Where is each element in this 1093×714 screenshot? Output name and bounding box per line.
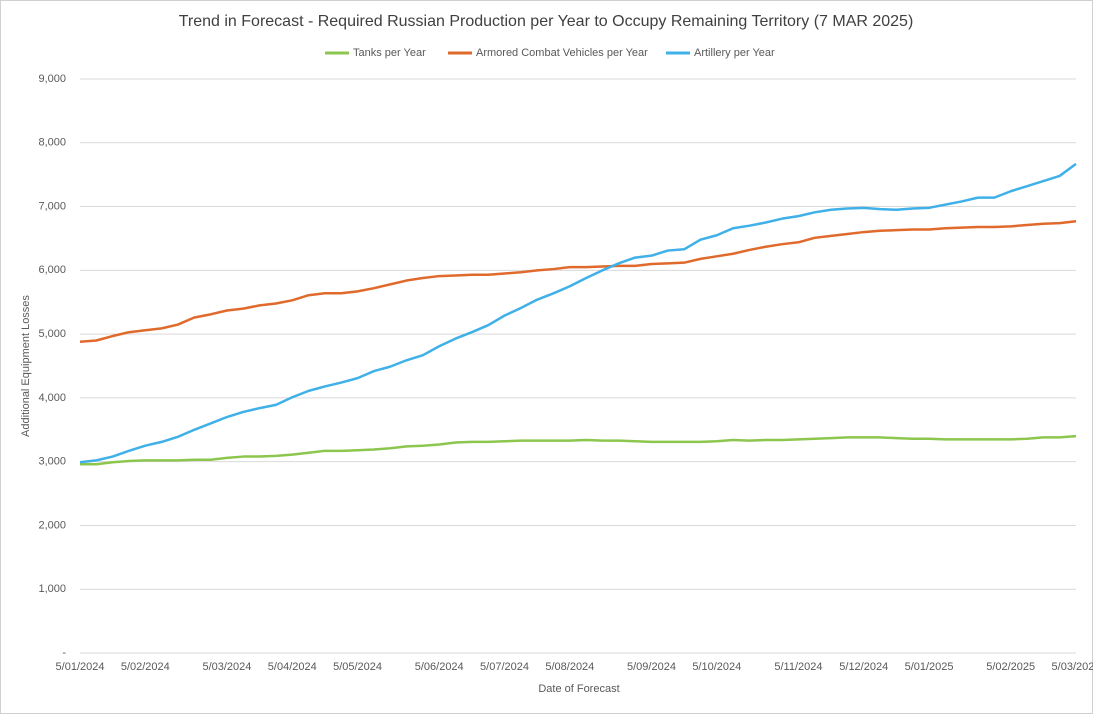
y-tick-label: 7,000: [38, 200, 66, 212]
legend-label: Artillery per Year: [694, 47, 775, 59]
x-axis-label: Date of Forecast: [538, 683, 619, 695]
x-tick-label: 5/11/2024: [774, 661, 822, 673]
x-tick-label: 5/06/2024: [415, 661, 464, 673]
x-tick-label: 5/03/2024: [202, 661, 251, 673]
x-tick-label: 5/10/2024: [692, 661, 741, 673]
x-tick-label: 5/01/2025: [905, 661, 954, 673]
y-tick-label: 5,000: [38, 328, 66, 340]
y-tick-label: 6,000: [38, 264, 66, 276]
x-tick-label: 5/05/2024: [333, 661, 382, 673]
legend-label: Armored Combat Vehicles per Year: [476, 47, 648, 59]
y-axis-label: Additional Equipment Losses: [20, 295, 32, 437]
x-tick-label: 5/08/2024: [545, 661, 594, 673]
series-line: [79, 162, 1077, 464]
x-tick-label: 5/07/2024: [480, 661, 529, 673]
y-tick-label: -: [62, 647, 66, 659]
y-tick-label: 2,000: [38, 519, 66, 531]
series-line: [79, 219, 1077, 344]
x-tick-label: 5/02/2025: [986, 661, 1035, 673]
y-tick-label: 1,000: [38, 583, 66, 595]
y-tick-label: 3,000: [38, 456, 66, 468]
x-tick-label: 5/03/2025: [1052, 661, 1093, 673]
x-tick-label: 5/02/2024: [121, 661, 170, 673]
series-line: [80, 434, 1077, 466]
x-tick-label: 5/12/2024: [839, 661, 888, 673]
chart-title: Trend in Forecast - Required Russian Pro…: [179, 13, 914, 30]
x-tick-label: 5/01/2024: [56, 661, 105, 673]
y-tick-label: 8,000: [38, 137, 66, 149]
x-tick-label: 5/04/2024: [268, 661, 317, 673]
x-tick-label: 5/09/2024: [627, 661, 676, 673]
y-tick-label: 9,000: [38, 73, 66, 85]
y-tick-label: 4,000: [38, 392, 66, 404]
legend-label: Tanks per Year: [353, 47, 426, 59]
